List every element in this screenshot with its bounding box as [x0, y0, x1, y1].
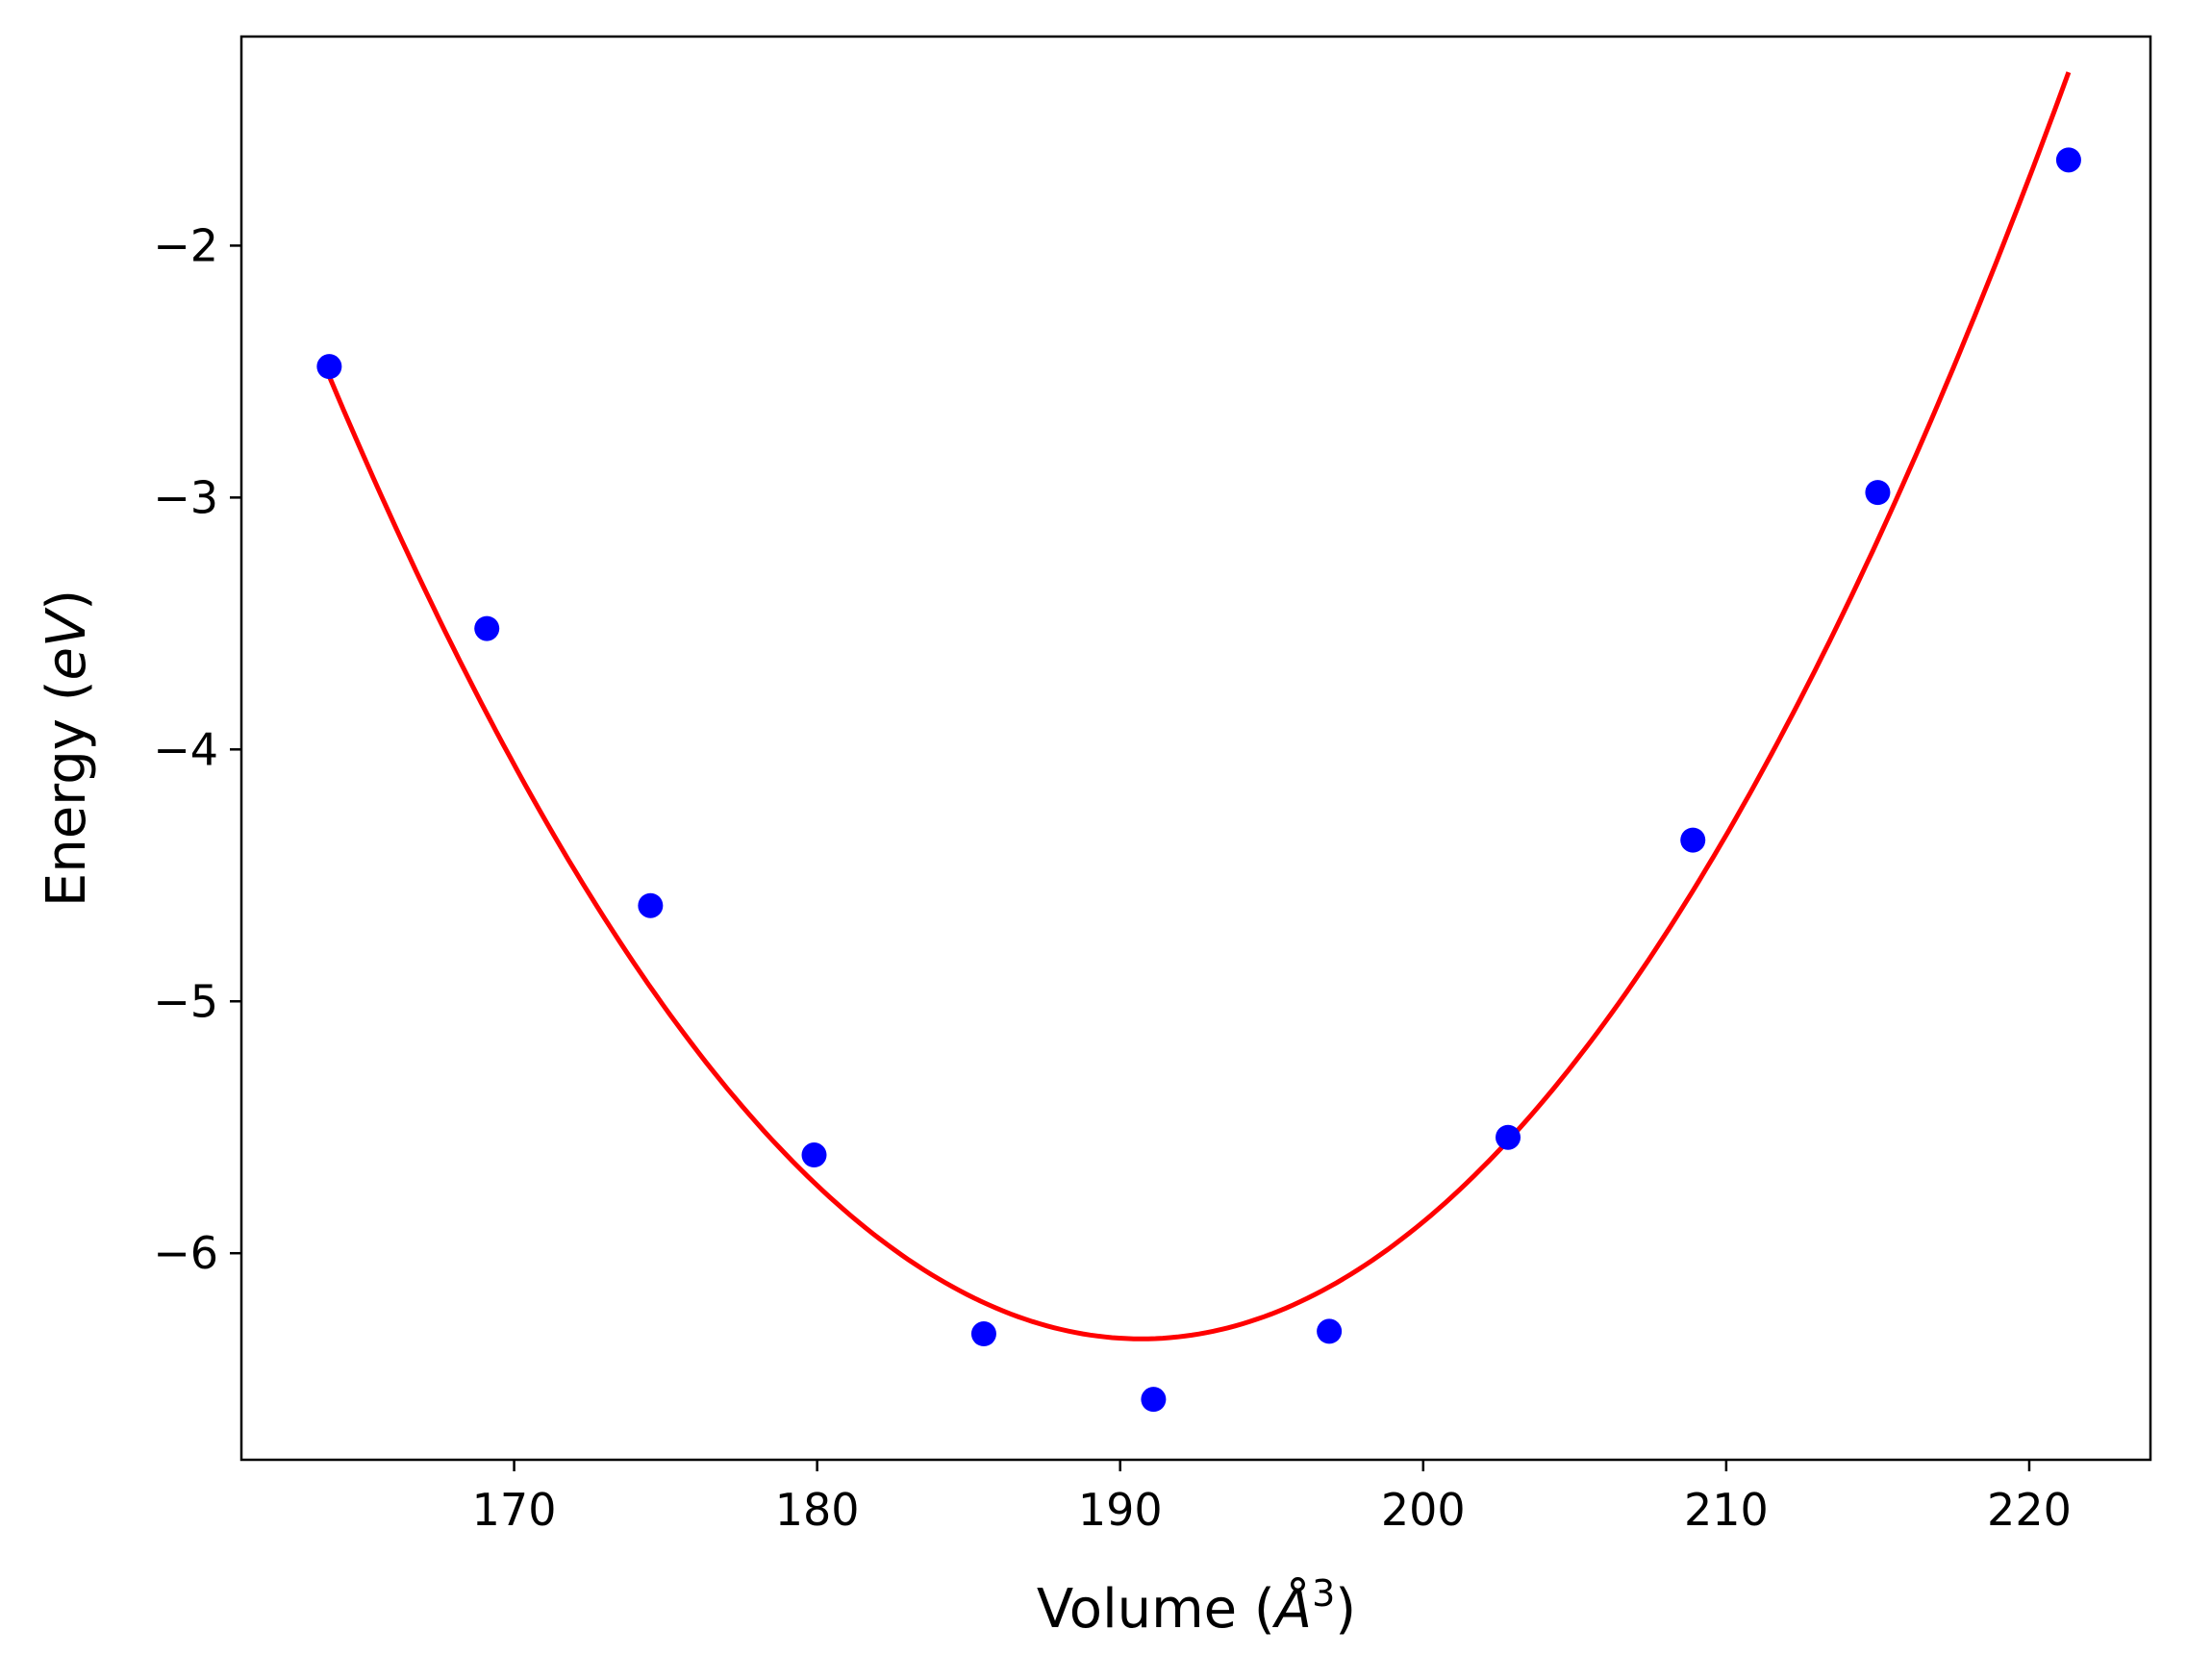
data-point: [801, 1142, 827, 1168]
data-point: [970, 1321, 996, 1347]
data-point: [638, 892, 664, 918]
y-tick-label: −2: [153, 219, 218, 271]
y-tick-label: −3: [153, 471, 218, 523]
x-axis-label: Volume (Å3): [1037, 1572, 1356, 1641]
data-point: [1141, 1387, 1167, 1413]
x-tick-label: 190: [1078, 1484, 1163, 1536]
y-tick-label: −5: [153, 975, 218, 1027]
data-point: [1496, 1124, 1521, 1150]
y-axis-label-prefix: Energy (: [36, 680, 98, 907]
y-tick-label: −4: [153, 723, 218, 775]
x-axis-ticks: 170 180 190 200 210 220: [472, 1460, 2072, 1536]
x-tick-label: 170: [472, 1484, 557, 1536]
data-points-layer: [316, 147, 2081, 1413]
x-axis-label-sup: 3: [1312, 1572, 1335, 1615]
fit-curve-layer: [327, 71, 2072, 1341]
y-axis-ticks: −6 −5 −4 −3 −2: [153, 219, 241, 1279]
data-point: [474, 615, 500, 641]
data-point: [1865, 480, 1891, 506]
data-point: [1317, 1318, 1343, 1344]
y-tick-label: −6: [153, 1227, 218, 1279]
data-point: [1680, 827, 1706, 853]
x-tick-label: 210: [1684, 1484, 1769, 1536]
y-axis-label-unit: eV: [36, 607, 98, 680]
x-axis-label-symbol: Å: [1272, 1577, 1312, 1641]
x-tick-label: 200: [1381, 1484, 1466, 1536]
fit-curve: [327, 71, 2072, 1341]
x-axis-label-suffix: ): [1335, 1578, 1356, 1641]
plot-frame: [239, 35, 2152, 1462]
x-tick-label: 180: [775, 1484, 860, 1536]
data-point: [316, 354, 342, 380]
y-axis-label-suffix: ): [36, 589, 98, 611]
x-tick-label: 220: [1987, 1484, 2072, 1536]
data-point: [2055, 147, 2081, 173]
y-axis-label: Energy (eV): [36, 589, 98, 907]
x-axis-label-prefix: Volume (: [1037, 1578, 1275, 1641]
